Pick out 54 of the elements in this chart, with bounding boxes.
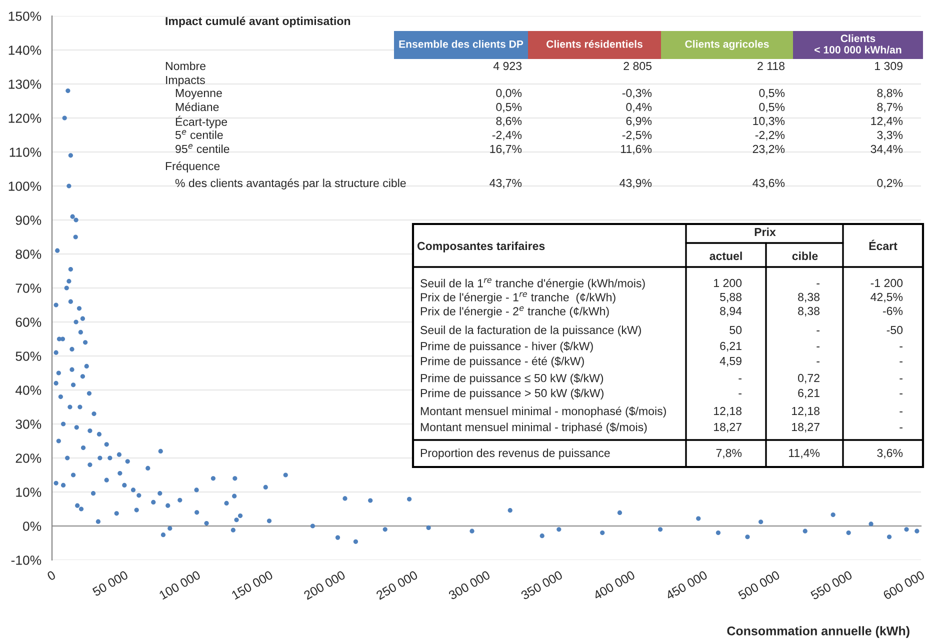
y-tick-label: 20% xyxy=(16,454,42,463)
x-tick-label: 100 000 xyxy=(158,570,202,600)
y-tick-label: 80% xyxy=(16,250,42,259)
x-tick-label: 200 000 xyxy=(303,570,346,600)
annotation: Impacts xyxy=(166,76,205,86)
y-tick-label: 120% xyxy=(8,114,42,123)
x-tick-label: 150 000 xyxy=(231,570,274,600)
annotation: Fréquence xyxy=(166,162,220,172)
text: 5$^{e}$ centile -2,4% -2,5% -2,2% 3,3% xyxy=(175,130,903,140)
text: Prime de puissance - hiver ($/kW) 6,21 - - xyxy=(420,342,902,352)
text: Prime de puissance - été ($/kW) 4,59 - - xyxy=(420,356,902,368)
text: Seuil de la 1$^{re}$ tranche d'énergie (kWh/mois) 1 200 - -1 200 xyxy=(420,278,903,290)
text: Prix de l'énergie - 1$^{re}$ tranche (¢/kWh) 5,88 8,38 42,5% xyxy=(420,292,903,304)
annotation: Impact cumulé avant optimisation xyxy=(166,16,350,28)
x-tick-label: 550 000 xyxy=(810,570,853,600)
y-tick-label: 100% xyxy=(8,182,42,191)
text: Ensemble des clients DP Clients résidentiels Clients agricoles Clients < 100 000 kWh/an xyxy=(399,34,902,54)
x-tick-label: 300 000 xyxy=(448,570,491,600)
x-axis-title: Consommation annuelle (kWh) xyxy=(727,626,910,638)
text: Seuil de la facturation de la puissance (kW) 50 - -50 xyxy=(420,326,903,336)
x-tick-label: 450 000 xyxy=(665,570,708,600)
y-tick-label: 10% xyxy=(16,488,42,497)
y-tick-label: 50% xyxy=(16,352,42,361)
text: Prix de l'énergie - 2$^{e}$ tranche (¢/kWh) 8,94 8,38 -6% xyxy=(420,306,903,318)
x-tick-label: 0 xyxy=(46,570,56,581)
x-tick-label: 400 000 xyxy=(592,570,636,600)
text: Montant mensuel minimal - triphasé ($/mois) 18,27 18,27 - xyxy=(420,422,902,434)
y-tick-label: 70% xyxy=(16,284,42,293)
text: Prime de puissance > 50 kW ($/kW) - 6,21 - xyxy=(420,388,902,400)
x-tick-label: 50 000 xyxy=(92,570,129,597)
x-tick-label: 600 000 xyxy=(882,570,926,600)
text: % des clients avantagés par la structure cible 43,7% 43,9% 43,6% 0,2% xyxy=(175,178,903,190)
text: 95$^{e}$ centile 16,7% 11,6% 23,2% 34,4% xyxy=(176,144,903,154)
y-tick-label: 60% xyxy=(16,318,42,327)
y-tick-label: 90% xyxy=(16,216,42,225)
x-tick-label: 350 000 xyxy=(520,570,564,600)
x-tick-label: 500 000 xyxy=(738,570,780,600)
y-tick-label: 110% xyxy=(10,148,42,157)
y-tick-label: -10% xyxy=(11,556,42,565)
text: Prime de puissance ≤ 50 kW ($/kW) - 0,72 - xyxy=(420,374,902,384)
x-tick-label: 250 000 xyxy=(376,570,418,600)
y-tick-label: 150% xyxy=(8,12,42,21)
y-tick-label: 140% xyxy=(8,46,42,55)
y-tick-label: 30% xyxy=(16,420,42,429)
y-tick-label: 130% xyxy=(8,80,42,89)
y-tick-label: 0% xyxy=(23,522,42,531)
y-tick-label: 40% xyxy=(15,386,42,395)
text: Écart-type 8,6% 6,9% 10,3% 12,4% xyxy=(176,116,903,128)
text: Proportion des revenus de puissance 7,8% 11,4% 3,6% xyxy=(420,448,903,460)
text: Montant mensuel minimal - monophasé ($/mois) 12,18 12,18 - xyxy=(420,406,902,418)
text: Moyenne 0,0% -0,3% 0,5% 8,8% xyxy=(176,88,903,100)
text: Médiane 0,5% 0,4% 0,5% 8,7% xyxy=(176,102,903,112)
text: actuel cible xyxy=(710,252,818,260)
text: Nombre 4 923 2 805 2 118 1 309 xyxy=(166,62,902,70)
